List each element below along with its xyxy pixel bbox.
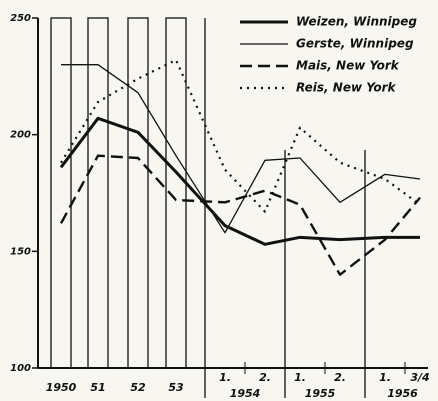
period-label: 1954 [230, 387, 261, 400]
period-label: 1956 [387, 387, 418, 400]
x-tick-label: 53 [168, 381, 184, 394]
annual-column [127, 17, 149, 369]
x-tick-label: 52 [130, 381, 146, 394]
y-tick-label: 250 [10, 13, 31, 24]
series-line [59, 154, 421, 276]
series-line [59, 116, 420, 246]
legend-box [232, 8, 432, 110]
legend-label: Weizen, Winnipeg [296, 15, 417, 29]
y-tick-label: 100 [10, 363, 31, 374]
y-tick-label: 150 [10, 246, 31, 257]
legend-label: Gerste, Winnipeg [296, 37, 414, 51]
legend-label: Reis, New York [296, 81, 397, 95]
x-tick-label: 1. [219, 371, 231, 384]
x-tick-label: 3/4 [410, 371, 429, 384]
annual-column [87, 17, 109, 369]
annual-column [50, 17, 72, 369]
x-tick-label: 2. [259, 371, 271, 384]
y-tick-label: 200 [10, 130, 31, 141]
x-tick-label: 51 [90, 381, 105, 394]
period-label: 1955 [305, 387, 336, 400]
x-tick-label: 1. [379, 371, 391, 384]
x-tick-label: 1. [294, 371, 306, 384]
x-tick-label: 1950 [46, 381, 77, 394]
legend-label: Mais, New York [296, 59, 400, 73]
annual-column [165, 17, 187, 369]
series-line [60, 58, 421, 213]
x-tick-label: 2. [334, 371, 346, 384]
